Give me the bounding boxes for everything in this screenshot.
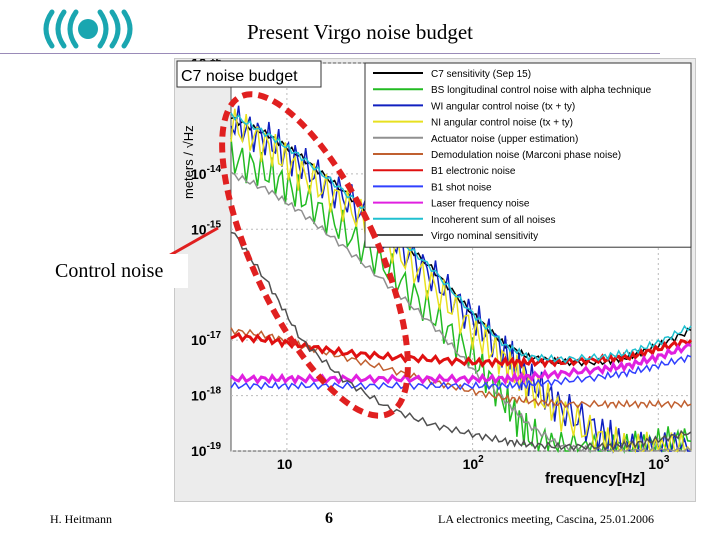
legend-entry: BS longitudinal control noise with alpha… bbox=[431, 85, 652, 96]
legend-entry: NI angular control noise (tx + ty) bbox=[431, 118, 573, 129]
legend-entry: WI angular control noise (tx + ty) bbox=[431, 101, 575, 112]
chart-title: C7 noise budget bbox=[181, 68, 298, 85]
control-noise-label: Control noise bbox=[0, 254, 188, 288]
legend-entry: Laser frequency noise bbox=[431, 199, 530, 210]
slide-title: Present Virgo noise budget bbox=[246, 20, 474, 44]
legend-entry: Actuator noise (upper estimation) bbox=[431, 134, 578, 145]
legend-entry: C7 sensitivity (Sep 15) bbox=[431, 69, 531, 80]
legend-entry: Demodulation noise (Marconi phase noise) bbox=[431, 150, 621, 161]
y-tick-label: 10-19 bbox=[191, 441, 221, 459]
legend-box bbox=[364, 62, 692, 248]
legend-entry: Virgo nominal sensitivity bbox=[431, 231, 538, 242]
legend-entry: B1 electronic noise bbox=[431, 166, 516, 177]
x-tick-label: 10 bbox=[277, 456, 293, 472]
page-number: 6 bbox=[325, 510, 333, 527]
meeting-info: LA electronics meeting, Cascina, 25.01.2… bbox=[438, 512, 654, 526]
x-axis-label: frequency[Hz] bbox=[545, 470, 645, 487]
y-tick-label: 10-17 bbox=[191, 330, 221, 348]
legend-entry: Incoherent sum of all noises bbox=[431, 215, 556, 226]
legend-entry: B1 shot noise bbox=[431, 182, 492, 193]
virgo-logo-icon bbox=[43, 9, 133, 49]
chart-title-box bbox=[176, 60, 322, 88]
y-tick-label: 10-15 bbox=[191, 219, 221, 237]
title-rule bbox=[0, 53, 660, 54]
y-axis-label: meters / √Hz bbox=[181, 125, 196, 199]
legend: C7 sensitivity (Sep 15) BS longitudinal c… bbox=[364, 62, 692, 248]
x-tick-label: 103 bbox=[648, 454, 670, 472]
author-name: H. Heitmann bbox=[50, 512, 112, 526]
x-tick-label: 102 bbox=[463, 454, 485, 472]
y-tick-label: 10-18 bbox=[191, 386, 221, 404]
